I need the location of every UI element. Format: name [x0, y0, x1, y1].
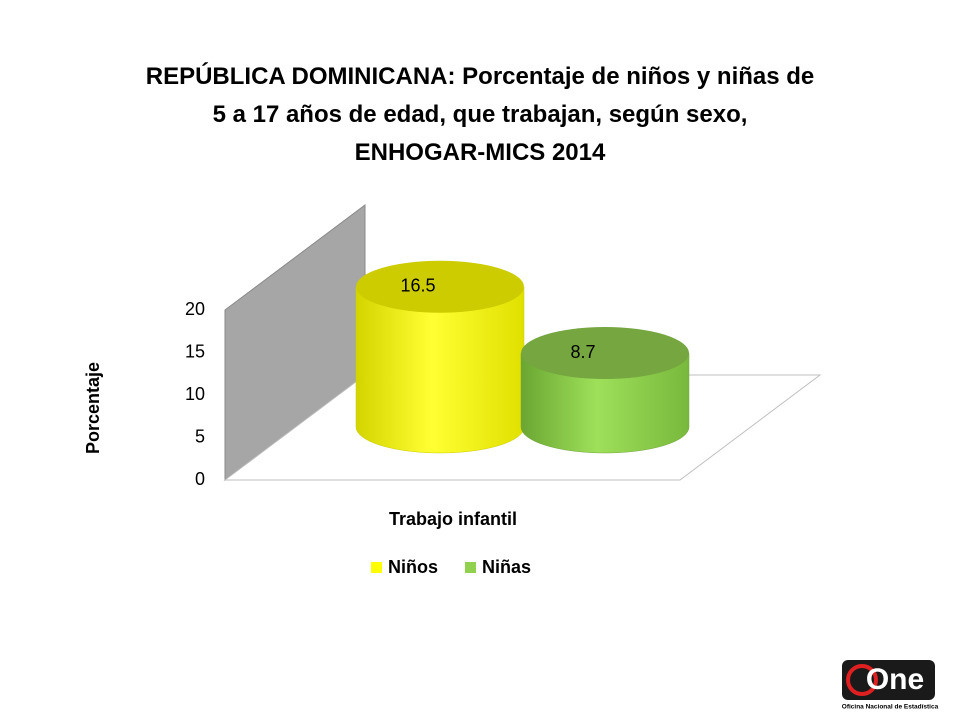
- y-tick-label: 0: [195, 469, 205, 489]
- y-axis-title: Porcentaje: [83, 362, 103, 454]
- logo-name: Oficina Nacional de Estadística: [842, 704, 939, 711]
- cylinder-body: [355, 286, 525, 454]
- logo-ring: [846, 664, 878, 696]
- y-tick-label: 10: [185, 384, 205, 404]
- legend-label: Niñas: [482, 557, 531, 577]
- y-tick-label: 20: [185, 299, 205, 319]
- legend-swatch: [371, 562, 382, 573]
- logo-box: [842, 660, 935, 700]
- value-label: 16.5: [400, 276, 435, 296]
- cylinder-top: [521, 327, 689, 380]
- legend-swatch: [465, 562, 476, 573]
- cylinder-body: [520, 352, 690, 454]
- value-label: 8.7: [570, 342, 595, 362]
- logo-mark: One: [866, 663, 924, 696]
- chart-title: REPÚBLICA DOMINICANA: Porcentaje de niño…: [145, 63, 815, 166]
- y-tick-label: 15: [185, 341, 205, 361]
- legend-label: Niños: [388, 557, 438, 577]
- y-tick-label: 5: [195, 426, 205, 446]
- x-tick-label: Trabajo infantil: [389, 509, 517, 529]
- logo: One Oficina Nacional de Estadística: [842, 660, 939, 711]
- cylinder-top: [356, 260, 524, 313]
